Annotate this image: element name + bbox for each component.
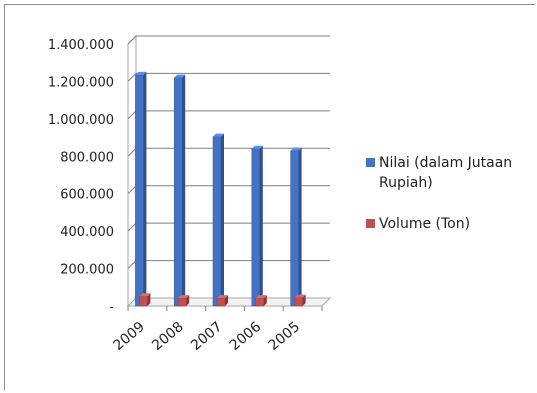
bar-front [294, 297, 303, 307]
bar-top [139, 293, 151, 297]
legend: Nilai (dalam Jutaan Rupiah) Volume (Ton) [366, 153, 536, 255]
bar-volume [177, 295, 190, 307]
bar-nilai [173, 74, 186, 307]
y-axis-ticks: - 200.000 400.000 600.000 800.000 1.000.000 1.… [48, 38, 114, 315]
bar-side [182, 74, 186, 306]
bar-side [259, 145, 263, 306]
bar-side [263, 295, 267, 306]
bar-volume [294, 294, 306, 307]
bar-top [290, 147, 302, 151]
y-tick-label: - [109, 300, 114, 315]
gridline [127, 110, 330, 120]
bar-volume [216, 295, 228, 307]
bar-volume [139, 293, 151, 307]
gridline [127, 35, 330, 45]
bar-top [174, 74, 186, 78]
bar-nilai [290, 147, 302, 307]
bar-top [135, 71, 147, 75]
bar-volume [255, 295, 267, 307]
bar-top [217, 295, 228, 299]
x-axis-ticks: 2009 2008 2007 2006 2005 [110, 306, 323, 354]
bar-side [147, 293, 151, 306]
y-tick-label: 200.000 [60, 263, 114, 278]
legend-item-volume: Volume (Ton) [366, 214, 536, 234]
bar-side [186, 295, 190, 306]
bar-top [255, 295, 267, 299]
bar-side [143, 71, 147, 306]
legend-item-nilai: Nilai (dalam Jutaan Rupiah) [366, 153, 536, 193]
chart-frame [4, 4, 535, 390]
legend-label-volume: Volume (Ton) [379, 216, 471, 232]
bar-front [177, 297, 187, 307]
y-tick-label: 1.400.000 [48, 38, 114, 53]
bar-front [135, 74, 144, 307]
bar-front [290, 150, 299, 307]
bar-side [302, 294, 306, 306]
bars [135, 71, 306, 307]
legend-swatch-volume [366, 219, 375, 228]
x-tick-label: 2005 [266, 319, 304, 354]
x-tick-label: 2008 [149, 319, 187, 354]
y-tick-label: 800.000 [60, 150, 114, 165]
bar-front [216, 297, 226, 307]
gridline [127, 72, 330, 82]
y-tick-label: 1.200.000 [48, 75, 114, 90]
bar-side [221, 133, 224, 306]
y-tick-label: 1.000.000 [48, 113, 114, 128]
side-wall [127, 34, 137, 306]
bar-front [255, 297, 265, 307]
bar-front [139, 296, 148, 307]
bar-nilai [135, 71, 147, 307]
x-tick-label: 2006 [227, 319, 265, 354]
bar-side [225, 295, 228, 306]
bar-nilai [251, 145, 263, 307]
legend-swatch-nilai [366, 158, 375, 167]
x-tick-label: 2007 [188, 319, 226, 354]
y-tick-label: 600.000 [60, 188, 114, 203]
bar-top [294, 294, 306, 298]
x-tick-label: 2009 [110, 319, 148, 354]
bar-top [213, 133, 224, 137]
y-tick-label: 400.000 [60, 225, 114, 240]
bar-front [173, 77, 183, 307]
bar-side [298, 147, 302, 306]
bar-top [178, 295, 190, 299]
bar-nilai [212, 133, 224, 307]
bar-front [251, 148, 261, 307]
bar-top [251, 145, 263, 149]
bar-front [212, 136, 222, 307]
legend-label-nilai: Nilai (dalam Jutaan Rupiah) [379, 155, 513, 191]
